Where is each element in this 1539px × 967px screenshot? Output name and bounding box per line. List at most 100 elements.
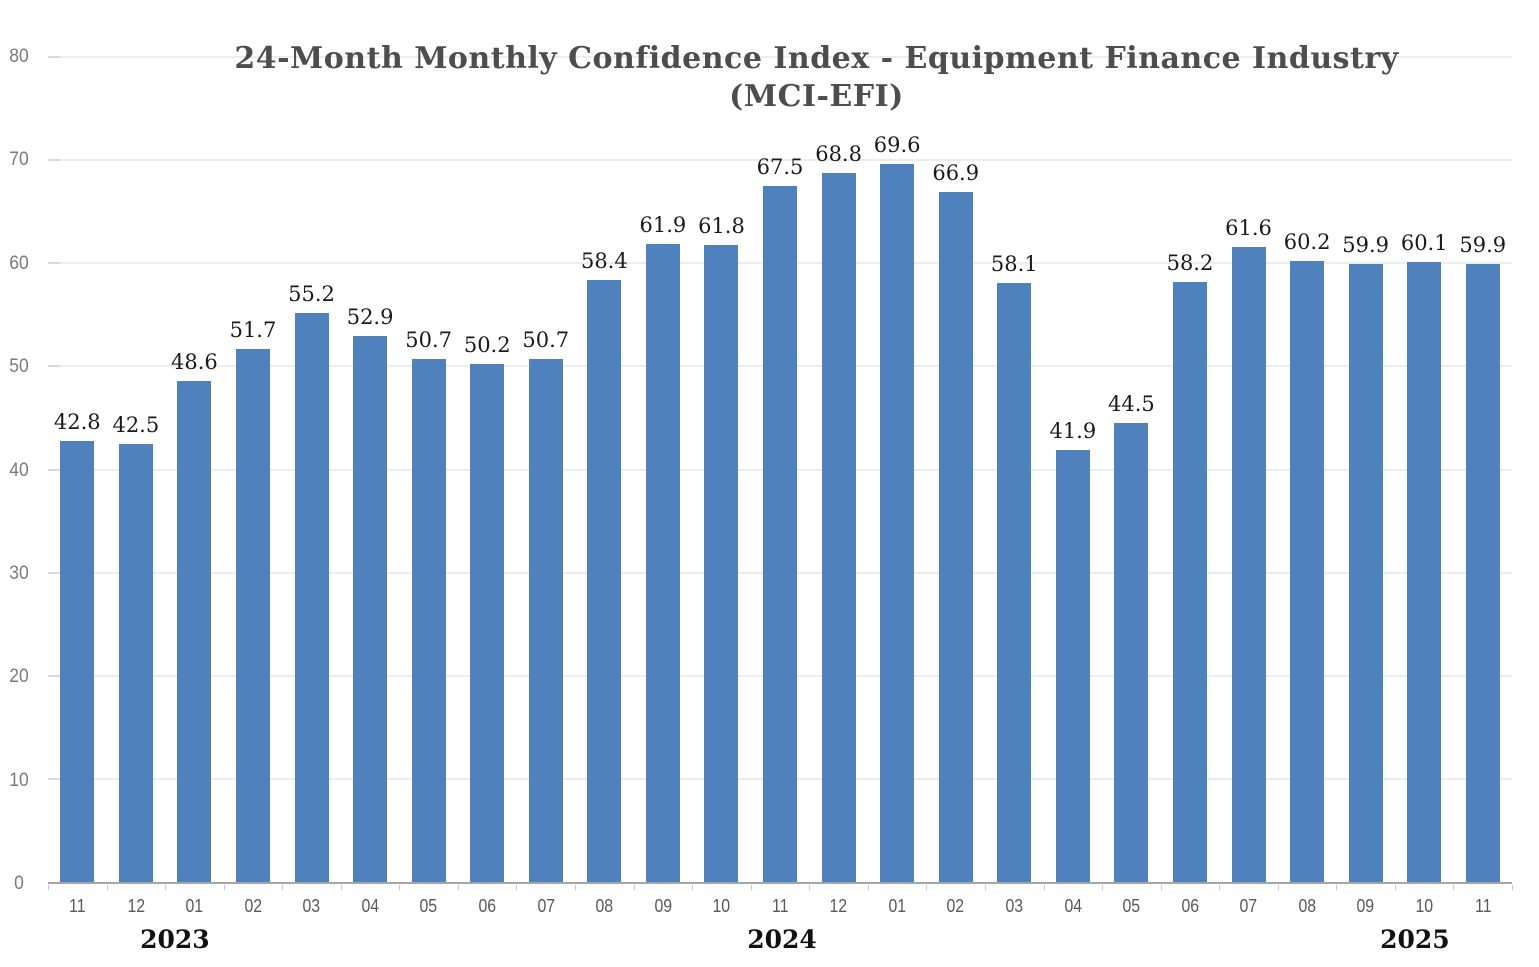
bar bbox=[1407, 262, 1442, 882]
x-axis-month-label: 07 bbox=[1239, 896, 1258, 916]
bar bbox=[821, 172, 856, 882]
x-axis-month-label: 02 bbox=[946, 896, 965, 916]
bar-slot: 58.4 bbox=[575, 57, 634, 882]
y-axis-tick-label: 0 bbox=[14, 873, 24, 894]
bar bbox=[528, 359, 563, 882]
gridline bbox=[48, 56, 1512, 58]
bar-slot: 42.8 bbox=[48, 57, 107, 882]
bar-slot: 55.2 bbox=[282, 57, 341, 882]
y-axis-tick-label: 20 bbox=[9, 666, 29, 688]
bar bbox=[118, 443, 153, 882]
category-boundary-tick bbox=[867, 885, 869, 890]
bar-value-label: 60.2 bbox=[1283, 230, 1331, 255]
bar bbox=[880, 164, 915, 882]
bar bbox=[1348, 264, 1383, 882]
bar bbox=[470, 364, 505, 882]
category-boundary-tick bbox=[399, 885, 401, 890]
bar bbox=[587, 279, 622, 882]
bar-slot: 58.1 bbox=[985, 57, 1044, 882]
bar bbox=[1172, 281, 1207, 882]
bar bbox=[704, 244, 739, 882]
x-axis-month-label: 03 bbox=[302, 896, 321, 916]
y-axis-tick-label: 50 bbox=[9, 356, 29, 378]
bar-value-label: 69.6 bbox=[873, 133, 921, 158]
bar-slot: 60.1 bbox=[1395, 57, 1454, 882]
category-boundary-tick bbox=[1043, 885, 1045, 890]
bar bbox=[645, 243, 680, 882]
bar bbox=[294, 312, 329, 882]
bar-slot: 42.5 bbox=[107, 57, 166, 882]
bar bbox=[177, 380, 212, 882]
bar-value-label: 68.8 bbox=[815, 141, 862, 166]
x-axis-month-label: 08 bbox=[595, 896, 614, 916]
y-axis: 0 10 20 30 40 50 60 70 80 bbox=[0, 46, 38, 894]
chart-title: 24-Month Monthly Confidence Index - Equi… bbox=[110, 40, 1523, 116]
category-boundary-tick bbox=[1453, 885, 1455, 890]
bar bbox=[1055, 449, 1090, 882]
x-axis-month-label: 11 bbox=[771, 896, 789, 916]
category-boundary-tick bbox=[1277, 885, 1279, 890]
bar-slot: 67.5 bbox=[751, 57, 810, 882]
x-axis-month-label: 12 bbox=[829, 896, 848, 916]
x-axis: 11 12 01 02 03 04 05 06 07 08 09 10 11 12 01 02 03 04 05 06… bbox=[48, 894, 1512, 918]
bar bbox=[938, 192, 973, 882]
x-axis-month-label: 07 bbox=[536, 896, 555, 916]
bar-slot: 66.9 bbox=[926, 57, 985, 882]
category-boundary-tick bbox=[282, 885, 284, 890]
category-boundary-tick bbox=[106, 885, 108, 890]
x-axis-month-label: 11 bbox=[69, 896, 86, 916]
bar-slot: 52.9 bbox=[341, 57, 400, 882]
bar-slot: 69.6 bbox=[868, 57, 927, 882]
bar-value-label: 50.7 bbox=[522, 328, 570, 353]
bar bbox=[60, 440, 95, 882]
category-boundary-tick bbox=[48, 885, 49, 890]
bar-slot: 50.7 bbox=[399, 57, 458, 882]
x-axis-month-label: 10 bbox=[712, 896, 731, 916]
bar bbox=[763, 185, 798, 882]
bar bbox=[1114, 423, 1149, 882]
bar-value-label: 60.1 bbox=[1400, 231, 1448, 256]
y-axis-tick-label: 40 bbox=[9, 459, 29, 481]
year-label-2023: 2023 bbox=[140, 925, 210, 954]
year-label-2025: 2025 bbox=[1380, 925, 1450, 954]
bar-slot: 61.9 bbox=[634, 57, 693, 882]
bar-value-label: 61.8 bbox=[698, 213, 745, 238]
bar bbox=[1231, 246, 1266, 882]
bar-value-label: 61.6 bbox=[1225, 215, 1272, 240]
x-axis-month-label: 04 bbox=[1064, 896, 1082, 916]
bar-value-label: 58.1 bbox=[990, 251, 1038, 276]
category-boundary-tick bbox=[1102, 885, 1104, 890]
bar-slot: 68.8 bbox=[809, 57, 868, 882]
x-axis-month-label: 08 bbox=[1298, 896, 1316, 916]
bar-value-label: 51.7 bbox=[229, 317, 277, 342]
bar-value-label: 42.5 bbox=[112, 412, 160, 437]
y-axis-tick-label: 60 bbox=[9, 252, 29, 274]
category-boundary-tick bbox=[516, 885, 518, 890]
bar bbox=[411, 359, 446, 882]
x-axis-month-label: 06 bbox=[478, 896, 497, 916]
category-boundary-tick bbox=[1512, 885, 1513, 890]
category-boundary-tick bbox=[926, 885, 928, 890]
category-boundary-tick bbox=[1160, 885, 1162, 890]
bar-value-label: 66.9 bbox=[932, 161, 980, 186]
year-axis: 2023 2024 2025 bbox=[48, 920, 1512, 962]
bar-value-label: 58.4 bbox=[580, 248, 628, 273]
bar-slot: 60.2 bbox=[1278, 57, 1337, 882]
bar bbox=[1465, 264, 1500, 882]
x-axis-month-label: 09 bbox=[1356, 896, 1375, 916]
y-axis-tick-label: 70 bbox=[9, 149, 29, 171]
x-axis-month-label: 11 bbox=[1474, 896, 1492, 916]
bar-slot: 51.7 bbox=[224, 57, 283, 882]
bar-value-label: 61.9 bbox=[639, 212, 687, 237]
category-boundary-tick bbox=[750, 885, 752, 890]
bar-value-label: 41.9 bbox=[1049, 418, 1097, 443]
x-axis-month-label: 03 bbox=[1005, 896, 1024, 916]
category-boundary-tick bbox=[165, 885, 167, 890]
x-axis-month-label: 01 bbox=[185, 896, 204, 916]
y-axis-tick-label: 10 bbox=[9, 769, 29, 791]
x-axis-month-label: 04 bbox=[361, 896, 379, 916]
bar-value-label: 42.8 bbox=[53, 409, 101, 434]
bar-value-label: 44.5 bbox=[1108, 392, 1155, 417]
category-boundary-tick bbox=[984, 885, 986, 890]
